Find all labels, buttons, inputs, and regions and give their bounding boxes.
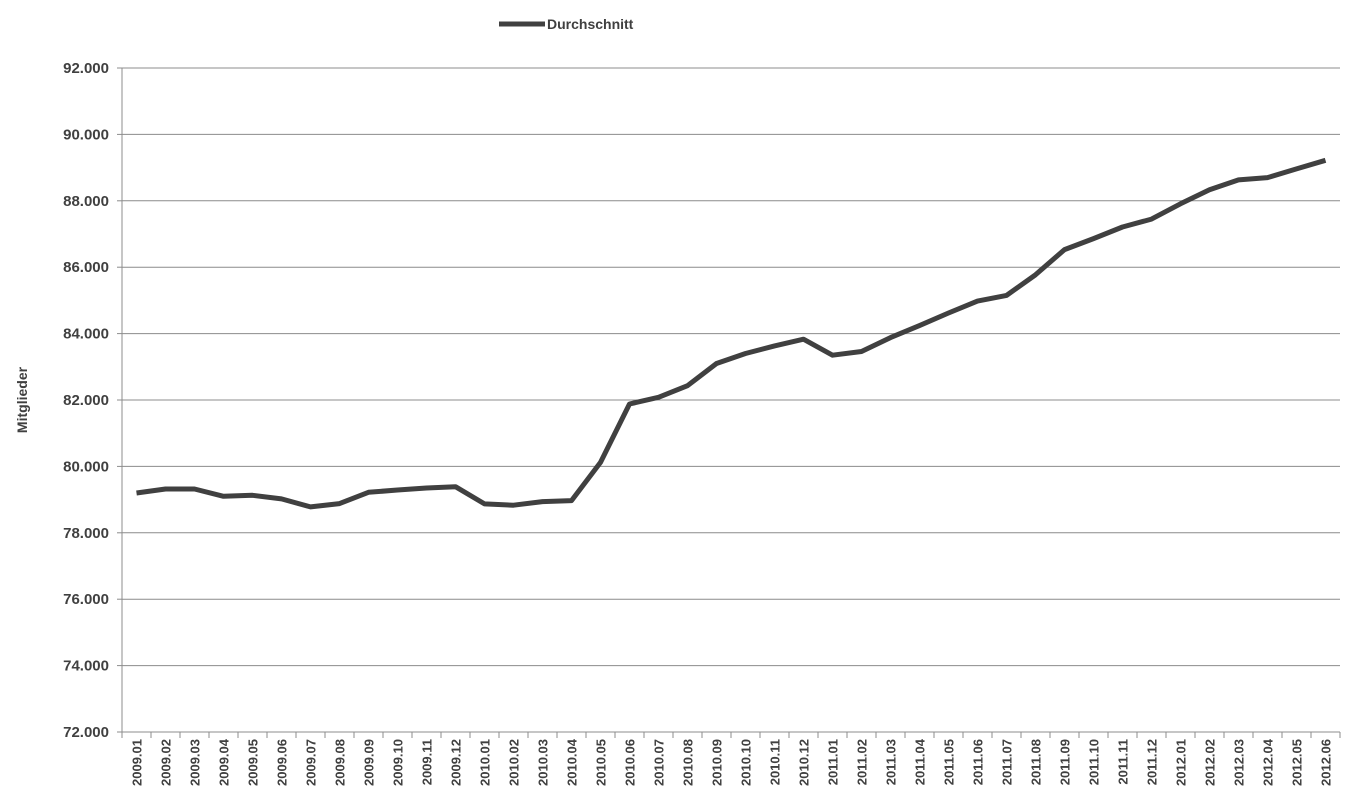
x-tick-label: 2012.02 [1203,739,1218,786]
x-tick-label: 2011.07 [1000,739,1015,785]
x-tick-label: 2011.11 [1116,739,1131,785]
x-tick-label: 2009.10 [391,739,406,786]
x-tick-label: 2010.12 [797,739,812,786]
x-tick-label: 2011.04 [913,738,928,785]
x-tick-label: 2010.06 [623,739,638,786]
x-tick-label: 2011.05 [942,739,957,785]
y-tick-label: 92.000 [63,60,109,77]
legend: Durchschnitt [499,16,634,32]
x-tick-labels: 2009.01 2009.02 2009.03 2009.04 2009.05 2009.… [130,738,1334,786]
y-tick-label: 86.000 [63,259,109,276]
x-tick-label: 2009.04 [217,738,232,786]
x-tick-label: 2012.06 [1319,739,1334,786]
x-tick-label: 2010.08 [681,739,696,786]
x-tick-label: 2009.03 [188,739,203,786]
axes [121,68,1341,738]
x-tick-label: 2012.03 [1232,739,1247,786]
x-tick-label: 2009.12 [449,739,464,786]
x-tick-label: 2012.01 [1174,739,1189,786]
x-tick-label: 2009.06 [275,739,290,786]
x-tick-label: 2011.03 [884,739,899,785]
y-tick-label: 84.000 [63,326,109,343]
y-tick-label: 80.000 [63,458,109,475]
x-tick-label: 2010.11 [768,739,783,785]
x-tick-label: 2011.06 [971,739,986,785]
x-tick-label: 2012.04 [1261,738,1276,786]
x-tick-label: 2011.02 [855,739,870,785]
series-line [136,157,1327,510]
y-tick-label: 78.000 [63,525,109,542]
x-tick-label: 2010.01 [478,739,493,786]
y-tick-label: 76.000 [63,591,109,608]
x-tick-label: 2009.02 [159,739,174,786]
x-tick-label: 2010.05 [594,739,609,786]
x-tick-label: 2011.10 [1087,739,1102,785]
y-tick-label: 82.000 [63,392,109,409]
y-tick-label: 74.000 [63,658,109,675]
x-tick-label: 2010.02 [507,739,522,786]
y-tick-label: 90.000 [63,126,109,143]
x-tick-label: 2009.01 [130,739,145,786]
x-tick-label: 2011.12 [1145,739,1160,785]
x-tick-label: 2012.05 [1290,739,1305,786]
x-tick-label: 2009.11 [420,739,435,785]
gridlines [117,67,1340,733]
x-tick-label: 2010.03 [536,739,551,786]
y-axis-label: Mitglieder [14,366,30,433]
y-tick-label: 88.000 [63,193,109,210]
x-tick-label: 2009.08 [333,739,348,786]
x-tick-label: 2011.08 [1029,739,1044,785]
x-tick-label: 2011.09 [1058,739,1073,785]
y-tick-label: 72.000 [63,724,109,741]
x-tick-label: 2011.01 [826,739,841,785]
x-tick-label: 2009.05 [246,739,261,786]
x-tick-label: 2010.10 [739,739,754,786]
x-tick-label: 2010.07 [652,739,667,786]
series-layer [136,157,1327,510]
legend-label: Durchschnitt [547,16,634,32]
x-tick-label: 2010.09 [710,739,725,786]
x-tick-label: 2009.07 [304,739,319,786]
x-tick-label: 2009.09 [362,739,377,786]
y-tick-labels: 72.000 74.000 76.000 78.000 80.000 82.000 84.0… [63,60,109,741]
x-tick-label: 2010.04 [565,738,580,786]
